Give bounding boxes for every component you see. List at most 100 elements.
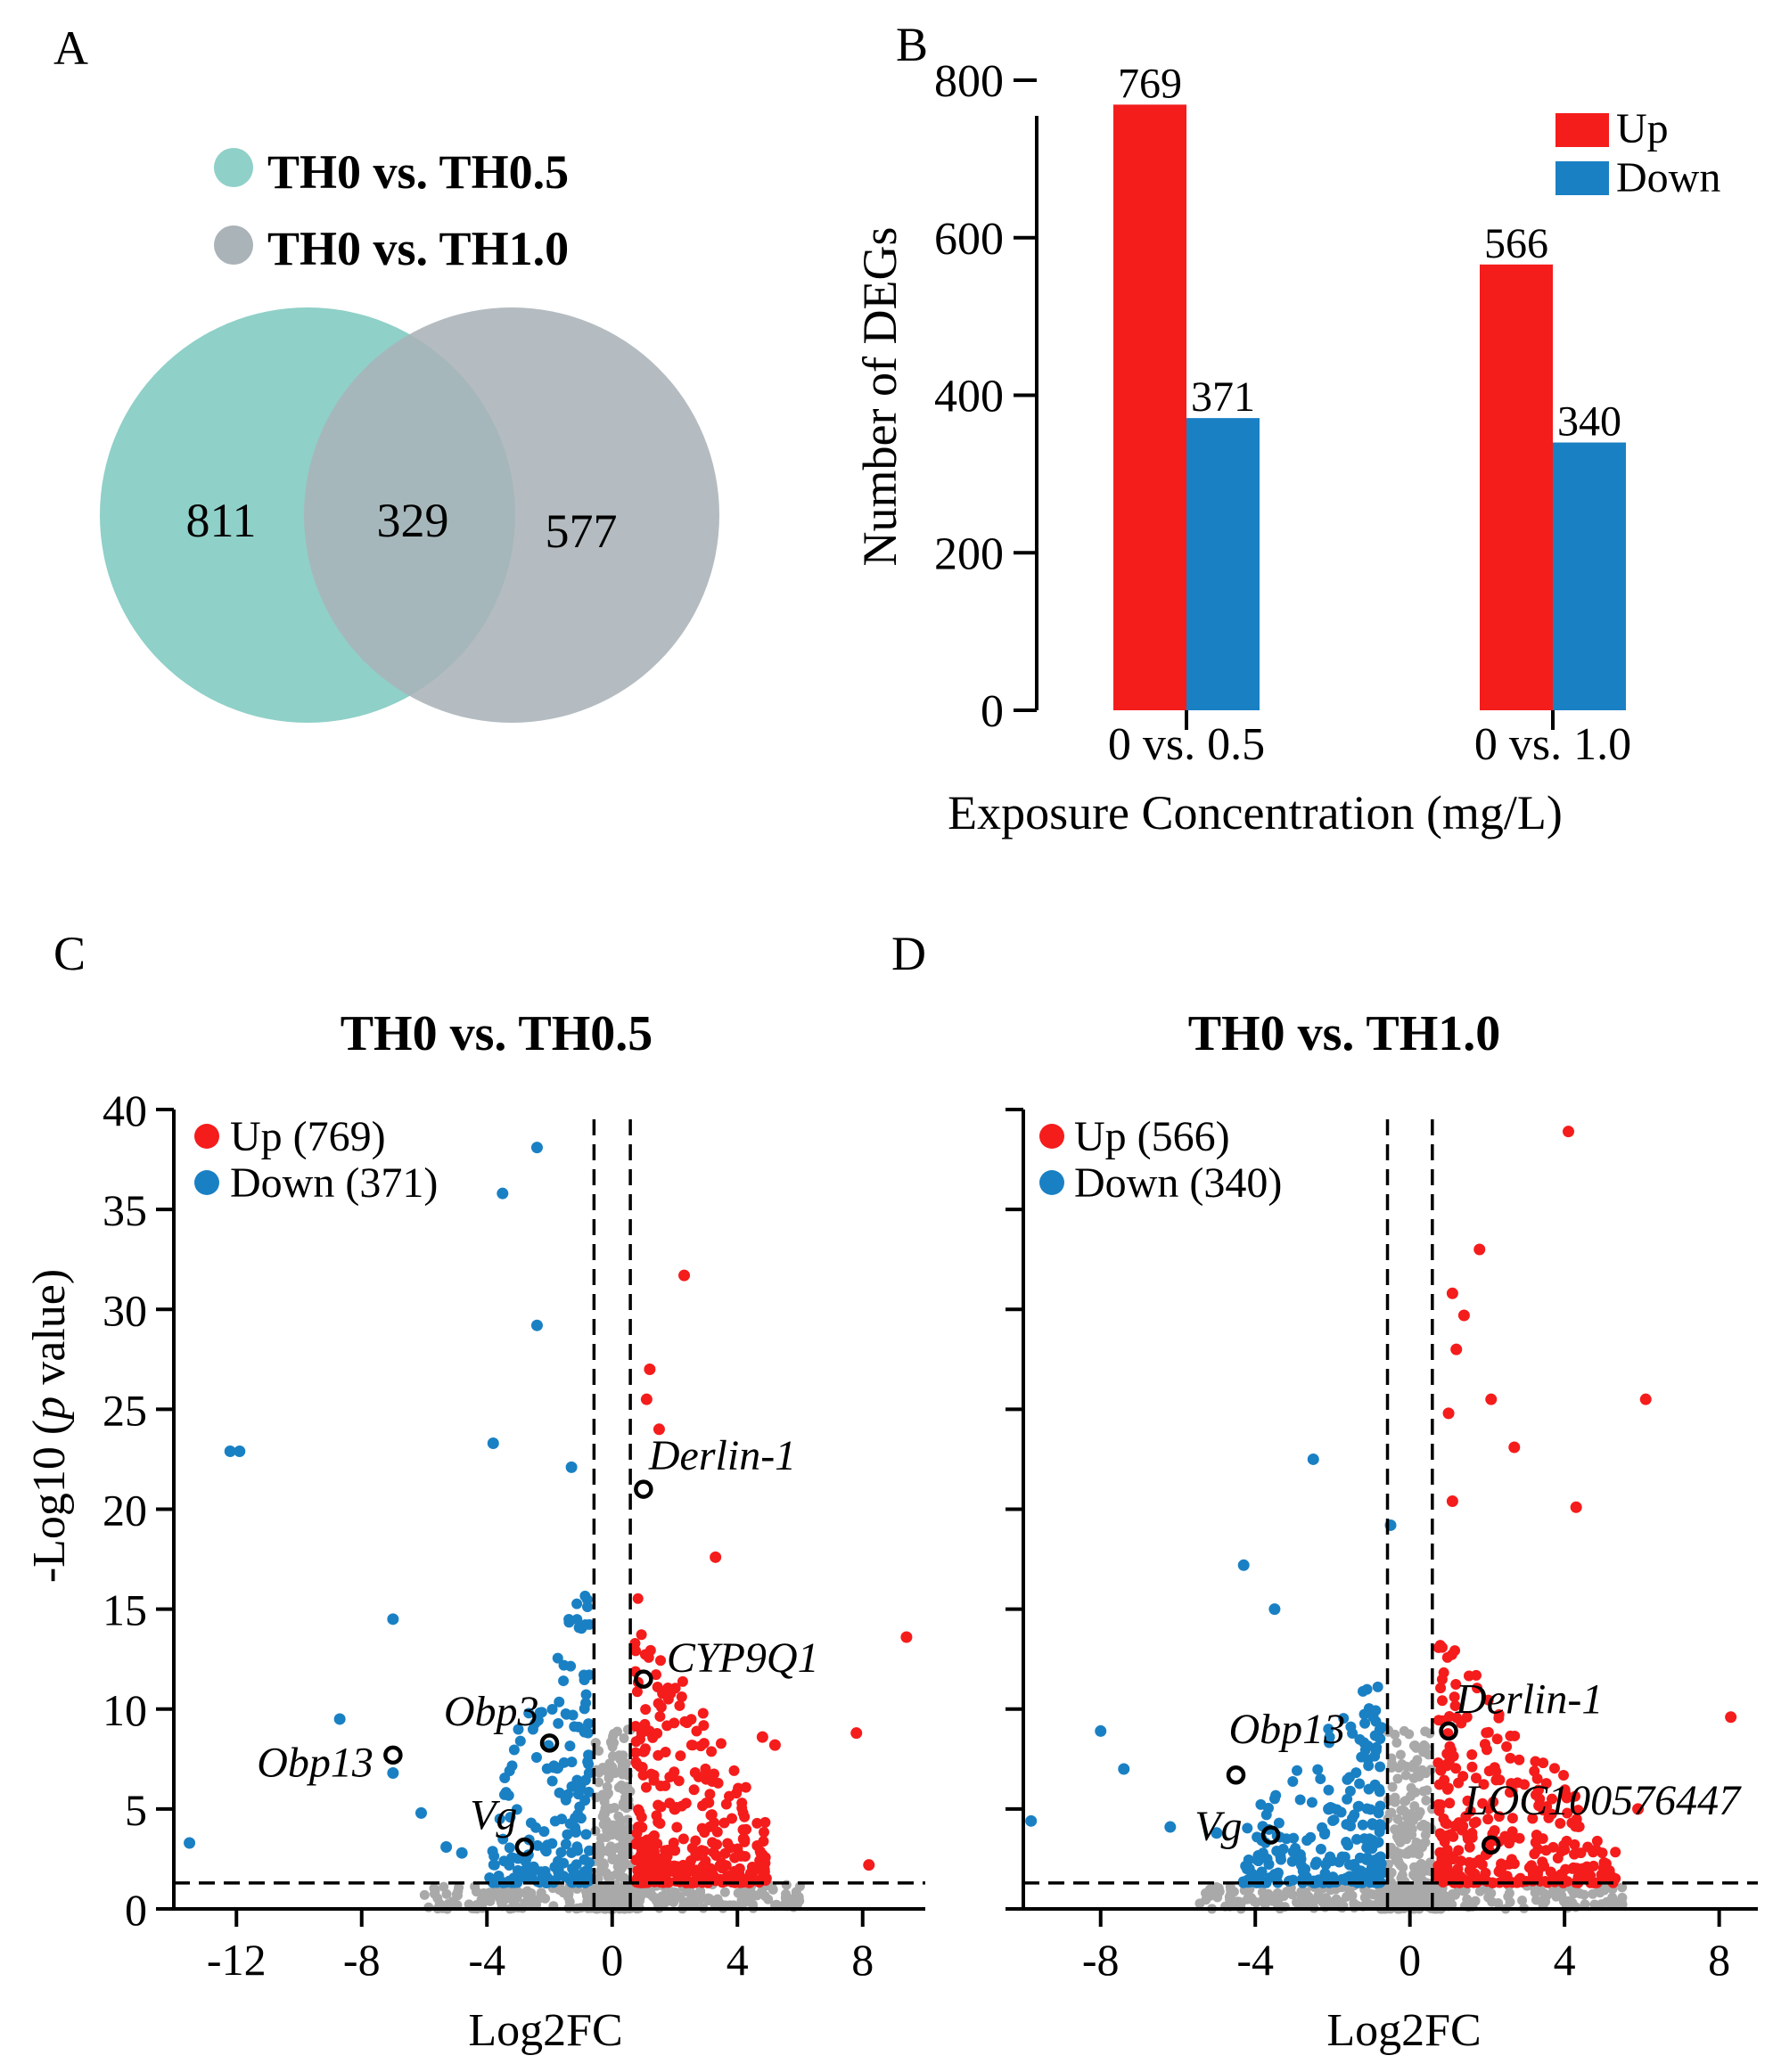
volC-down-point bbox=[560, 1793, 571, 1805]
volD-down-point bbox=[1342, 1773, 1353, 1785]
volC-ns-point bbox=[619, 1732, 629, 1743]
volC-up-point bbox=[699, 1846, 710, 1857]
volD-up-point bbox=[1449, 1645, 1461, 1657]
volD-x-tick-label-0: -8 bbox=[1082, 1935, 1120, 1985]
volC-up-outlier-10 bbox=[706, 1774, 718, 1787]
venn-circle-b bbox=[304, 307, 719, 723]
volD-ns-point bbox=[1368, 1889, 1379, 1900]
volD-down-point bbox=[1345, 1721, 1357, 1732]
volC-ns-point bbox=[599, 1811, 610, 1822]
volC-down-outlier-12 bbox=[440, 1840, 453, 1853]
volC-highlight-label-2: Obp3 bbox=[444, 1688, 539, 1735]
volD-ns-point bbox=[1387, 1781, 1398, 1792]
volD-up-point bbox=[1438, 1667, 1449, 1678]
volC-ns-point bbox=[598, 1858, 609, 1869]
volC-down-point bbox=[570, 1822, 581, 1834]
volC-down-point bbox=[546, 1704, 558, 1716]
volD-up-point bbox=[1555, 1817, 1566, 1829]
volC-up-point bbox=[715, 1738, 726, 1749]
volC-ns-point bbox=[593, 1886, 603, 1896]
bar-value-label-down-1: 340 bbox=[1557, 398, 1621, 446]
volD-down-outlier-2 bbox=[1237, 1559, 1250, 1571]
volD-highlight-marker-0 bbox=[1439, 1721, 1458, 1741]
volD-up-point bbox=[1489, 1824, 1500, 1836]
volC-ns-point bbox=[598, 1819, 609, 1830]
volC-up-point bbox=[647, 1732, 659, 1743]
volC-up-point bbox=[636, 1629, 647, 1641]
volD-down-point bbox=[1372, 1681, 1383, 1692]
volcano-d-points bbox=[1025, 1126, 1737, 1888]
volD-up-point bbox=[1450, 1763, 1462, 1774]
volD-down-point bbox=[1367, 1711, 1379, 1723]
volD-ns-point bbox=[1420, 1830, 1431, 1840]
volD-down-outlier-5 bbox=[1118, 1763, 1130, 1775]
volD-up-point bbox=[1482, 1726, 1494, 1738]
volcano-d-legend-down-dot bbox=[1039, 1170, 1064, 1195]
volD-ns-point bbox=[1204, 1884, 1215, 1895]
volD-down-point bbox=[1363, 1783, 1375, 1795]
volD-down-point bbox=[1255, 1798, 1267, 1810]
volC-up-point bbox=[751, 1817, 763, 1829]
venn-count-only-a: 811 bbox=[186, 494, 257, 547]
volD-up-point bbox=[1585, 1877, 1597, 1888]
volC-up-point bbox=[721, 1871, 733, 1882]
volD-up-point bbox=[1572, 1821, 1584, 1832]
volC-down-point bbox=[580, 1689, 592, 1700]
volC-ns-point bbox=[621, 1884, 632, 1895]
volC-ns-point bbox=[593, 1847, 603, 1858]
volC-down-point bbox=[554, 1696, 565, 1708]
volD-down-point bbox=[1371, 1741, 1383, 1753]
volC-up-point bbox=[631, 1828, 643, 1839]
volD-up-point bbox=[1434, 1828, 1446, 1839]
volD-ns-point bbox=[1194, 1898, 1205, 1909]
volD-ns-point bbox=[1245, 1892, 1256, 1903]
volC-down-point bbox=[566, 1757, 578, 1768]
volD-up-point bbox=[1481, 1744, 1492, 1756]
volC-y-tick-label-1: 5 bbox=[125, 1785, 147, 1835]
volC-up-point bbox=[673, 1775, 685, 1787]
bar-y-ticks: 0 200 400 600 800 bbox=[934, 56, 1037, 737]
bar-y-tick-label-3: 600 bbox=[934, 214, 1004, 265]
volD-down-point bbox=[1375, 1733, 1386, 1745]
volC-ns-point bbox=[540, 1893, 551, 1904]
volD-up-point bbox=[1469, 1868, 1481, 1880]
volD-ns-point bbox=[1363, 1898, 1374, 1909]
volC-up-point bbox=[737, 1807, 749, 1819]
volD-ns-point bbox=[1392, 1773, 1403, 1784]
volD-ns-point bbox=[1589, 1899, 1600, 1910]
volD-ns-point bbox=[1391, 1847, 1401, 1857]
volC-up-point bbox=[676, 1871, 687, 1883]
volD-down-point bbox=[1293, 1853, 1304, 1864]
volD-ns-point bbox=[1617, 1899, 1628, 1910]
volC-ns-point bbox=[781, 1888, 792, 1899]
volC-down-point bbox=[571, 1841, 583, 1853]
volC-up-outlier-9 bbox=[863, 1859, 875, 1871]
volD-up-point bbox=[1432, 1871, 1444, 1883]
volD-up-point bbox=[1540, 1778, 1552, 1789]
volD-ns-point bbox=[1414, 1849, 1424, 1860]
volD-up-point bbox=[1555, 1846, 1567, 1857]
volD-up-point bbox=[1610, 1847, 1621, 1858]
volD-up-outlier-7 bbox=[1442, 1407, 1455, 1420]
volD-up-point bbox=[1466, 1828, 1478, 1839]
volC-up-point bbox=[640, 1704, 652, 1716]
volD-down-point bbox=[1351, 1833, 1363, 1845]
volD-up-outlier-10 bbox=[1446, 1495, 1458, 1508]
volC-up-point bbox=[720, 1798, 732, 1810]
volD-ns-point bbox=[1421, 1888, 1432, 1899]
volC-down-point bbox=[583, 1669, 595, 1681]
volC-down-point bbox=[567, 1709, 579, 1721]
bar-series: 769 371 566 340 bbox=[1113, 60, 1626, 711]
volC-up-point bbox=[708, 1847, 719, 1858]
volC-up-point bbox=[653, 1816, 664, 1828]
volcano-c-legend-up: Up (769) bbox=[230, 1113, 386, 1160]
volC-ns-point bbox=[608, 1820, 619, 1830]
volD-down-point bbox=[1252, 1849, 1264, 1861]
volC-ns-point bbox=[614, 1869, 625, 1880]
volD-up-point bbox=[1504, 1787, 1515, 1798]
volC-up-point bbox=[657, 1688, 669, 1699]
volC-up-point bbox=[697, 1708, 709, 1719]
volD-up-point bbox=[1463, 1670, 1474, 1682]
volcano-c-legend-down: Down (371) bbox=[230, 1159, 438, 1207]
volD-up-point bbox=[1506, 1813, 1518, 1824]
